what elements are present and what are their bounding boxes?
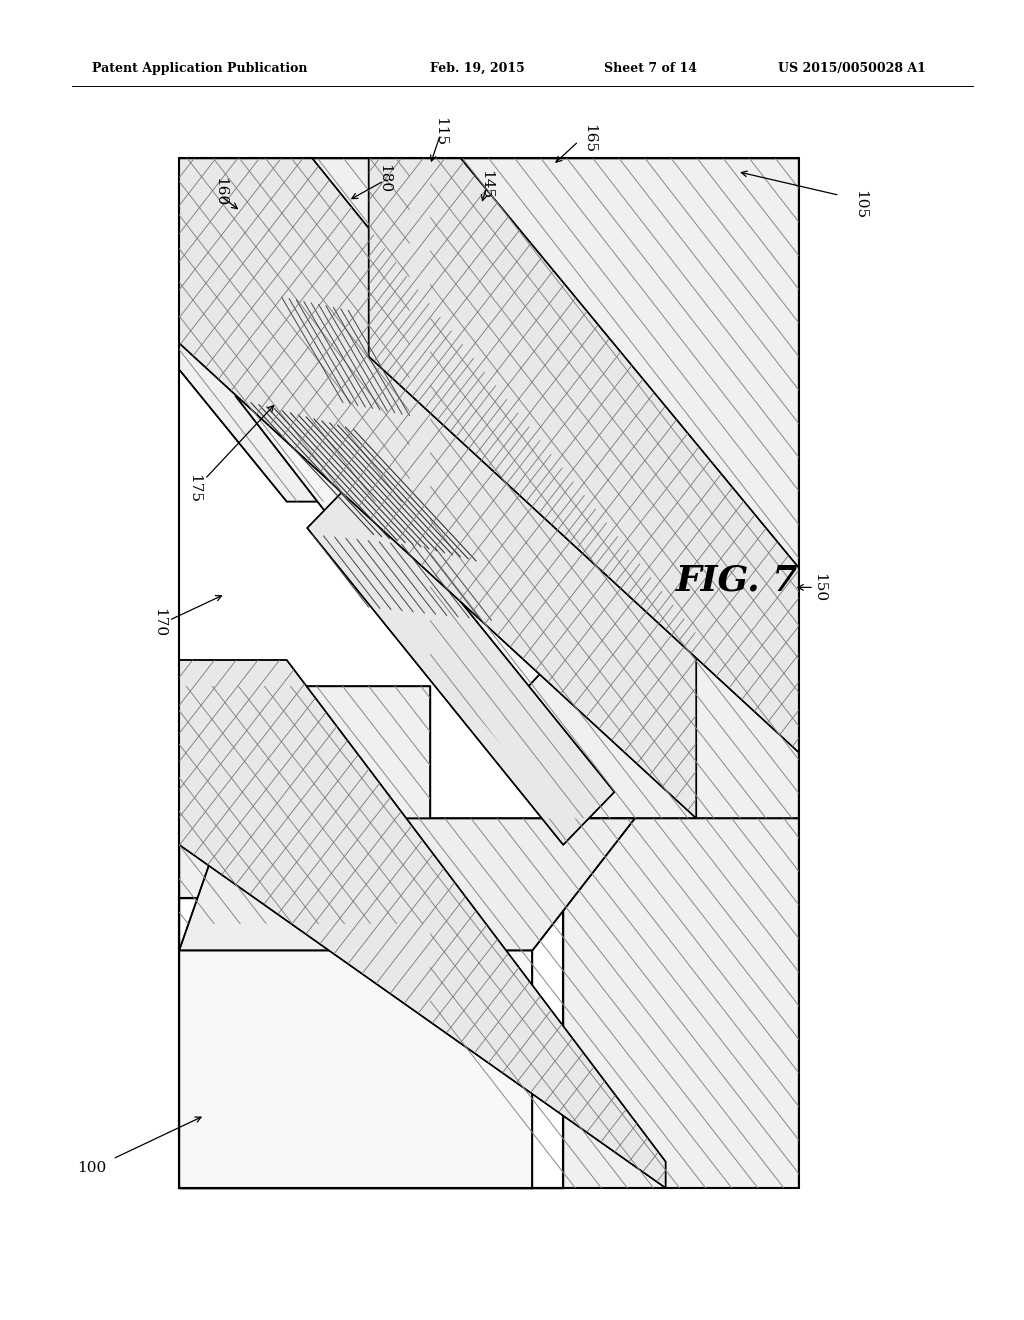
Polygon shape: [430, 818, 799, 1188]
Text: Patent Application Publication: Patent Application Publication: [92, 62, 307, 75]
Polygon shape: [179, 818, 635, 950]
Text: 170: 170: [152, 609, 166, 638]
Polygon shape: [369, 158, 799, 752]
Text: 115: 115: [433, 117, 447, 147]
Text: 165: 165: [582, 124, 596, 153]
Polygon shape: [179, 686, 430, 924]
Text: 175: 175: [187, 474, 202, 503]
Text: Feb. 19, 2015: Feb. 19, 2015: [430, 62, 525, 75]
Text: 150: 150: [812, 573, 826, 602]
Polygon shape: [430, 158, 799, 818]
Polygon shape: [179, 898, 563, 1188]
Text: 160: 160: [213, 177, 227, 206]
Polygon shape: [179, 950, 532, 1188]
Text: Sheet 7 of 14: Sheet 7 of 14: [604, 62, 697, 75]
Text: FIG. 7: FIG. 7: [676, 564, 799, 598]
Text: 100: 100: [78, 1162, 106, 1175]
Polygon shape: [179, 158, 410, 502]
Text: 145: 145: [479, 170, 494, 199]
Polygon shape: [307, 475, 614, 845]
Polygon shape: [179, 158, 696, 818]
Text: 105: 105: [853, 190, 867, 219]
Text: US 2015/0050028 A1: US 2015/0050028 A1: [778, 62, 926, 75]
Polygon shape: [236, 264, 614, 726]
Polygon shape: [276, 211, 512, 502]
Text: 180: 180: [377, 164, 391, 193]
Polygon shape: [179, 660, 666, 1188]
